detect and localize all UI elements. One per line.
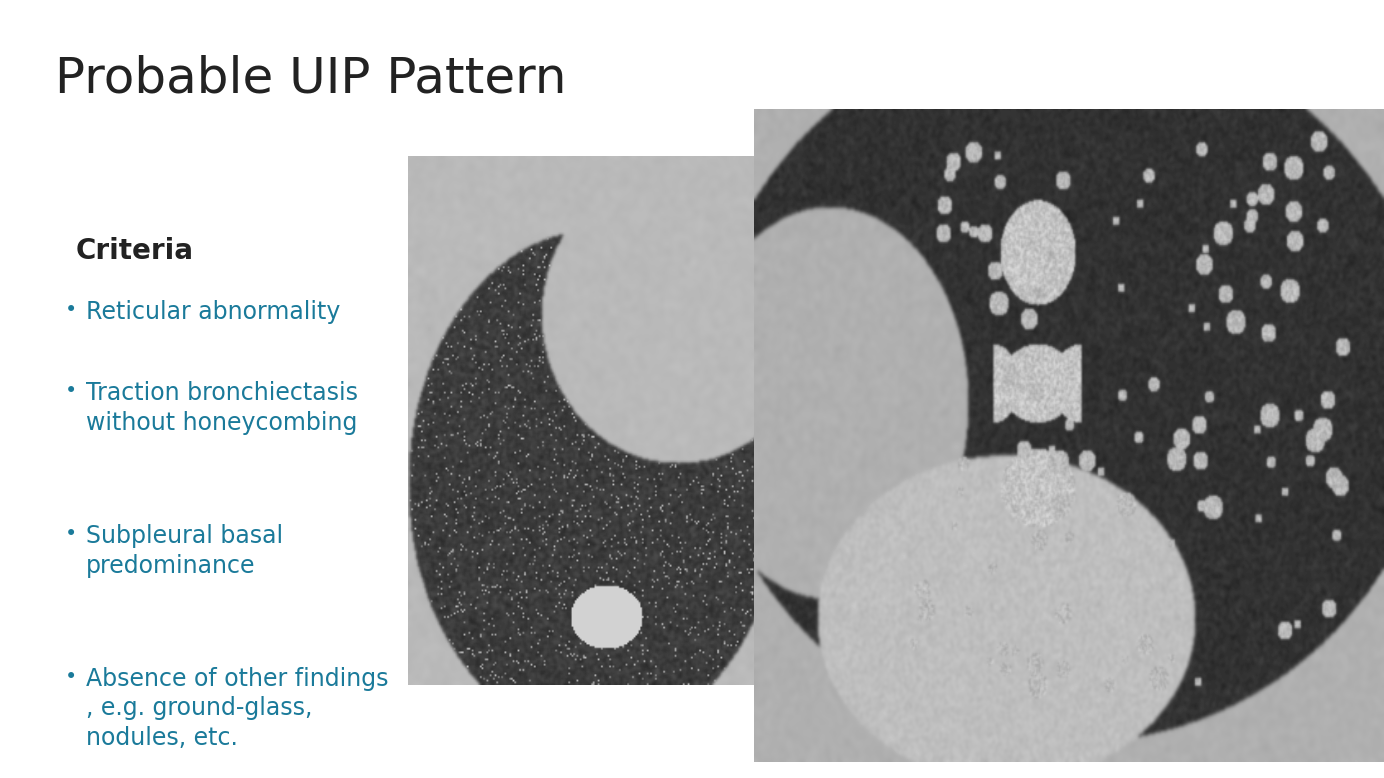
Text: •: • (65, 381, 78, 401)
Text: Criteria: Criteria (76, 237, 194, 265)
Text: •: • (65, 300, 78, 320)
Text: Probable UIP Pattern: Probable UIP Pattern (55, 54, 567, 103)
Text: Absence of other findings
, e.g. ground-glass,
nodules, etc.: Absence of other findings , e.g. ground-… (86, 667, 389, 750)
Text: Reticular abnormality: Reticular abnormality (86, 300, 340, 324)
Text: •: • (65, 667, 78, 687)
Text: •: • (65, 524, 78, 544)
Text: ATS/ERS - Raghu et al. AJRCCM 2018;198:e-44: ATS/ERS - Raghu et al. AJRCCM 2018;198:e… (927, 713, 1342, 731)
Text: Traction bronchiectasis
without honeycombing: Traction bronchiectasis without honeycom… (86, 381, 358, 435)
Text: Subpleural basal
predominance: Subpleural basal predominance (86, 524, 282, 578)
